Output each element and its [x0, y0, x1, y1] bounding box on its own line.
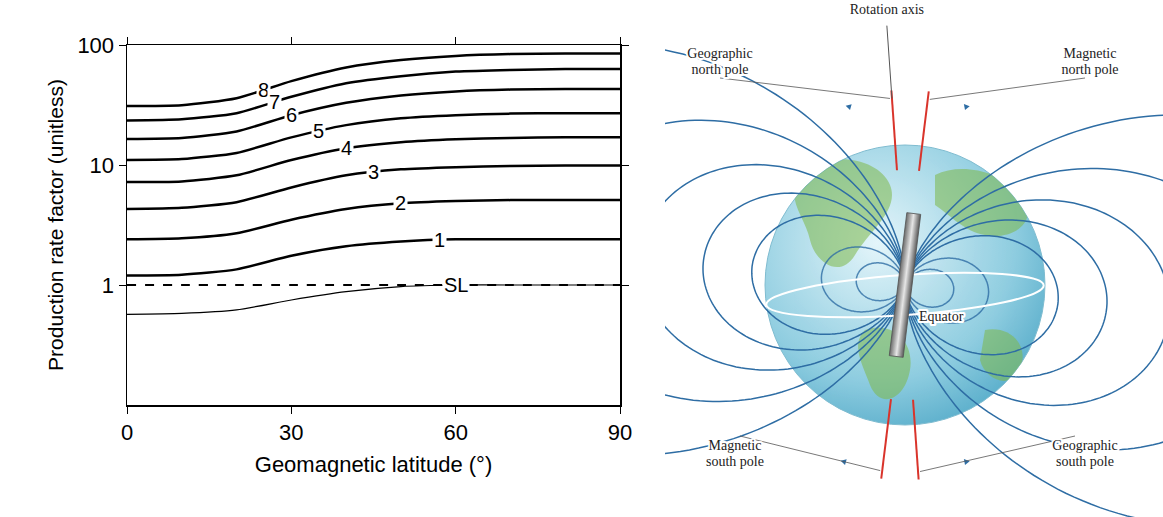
svg-text:5: 5 [313, 120, 324, 142]
svg-text:100: 100 [77, 33, 114, 58]
svg-text:7: 7 [269, 91, 280, 113]
svg-text:10: 10 [90, 153, 114, 178]
svg-text:Magneticnorth pole: Magneticnorth pole [1061, 46, 1118, 77]
svg-text:Equator: Equator [919, 309, 964, 324]
svg-text:3: 3 [368, 161, 379, 183]
svg-text:Rotation axis: Rotation axis [850, 2, 924, 17]
svg-text:90: 90 [608, 420, 632, 445]
svg-text:Geographicnorth pole: Geographicnorth pole [687, 46, 752, 77]
svg-text:60: 60 [443, 420, 467, 445]
svg-text:30: 30 [279, 420, 303, 445]
svg-text:Geomagnetic latitude (°): Geomagnetic latitude (°) [255, 452, 492, 477]
svg-text:0: 0 [121, 420, 133, 445]
svg-text:8: 8 [258, 79, 269, 101]
svg-text:6: 6 [286, 104, 297, 126]
svg-text:2: 2 [395, 192, 406, 214]
svg-text:1: 1 [434, 229, 445, 251]
svg-text:Geographicsouth pole: Geographicsouth pole [1052, 438, 1117, 469]
svg-text:1: 1 [102, 273, 114, 298]
svg-text:SL: SL [444, 274, 468, 296]
svg-text:4: 4 [341, 137, 352, 159]
svg-text:Magneticsouth pole: Magneticsouth pole [706, 438, 764, 469]
svg-text:Production rate factor (unitle: Production rate factor (unitless) [44, 79, 67, 371]
